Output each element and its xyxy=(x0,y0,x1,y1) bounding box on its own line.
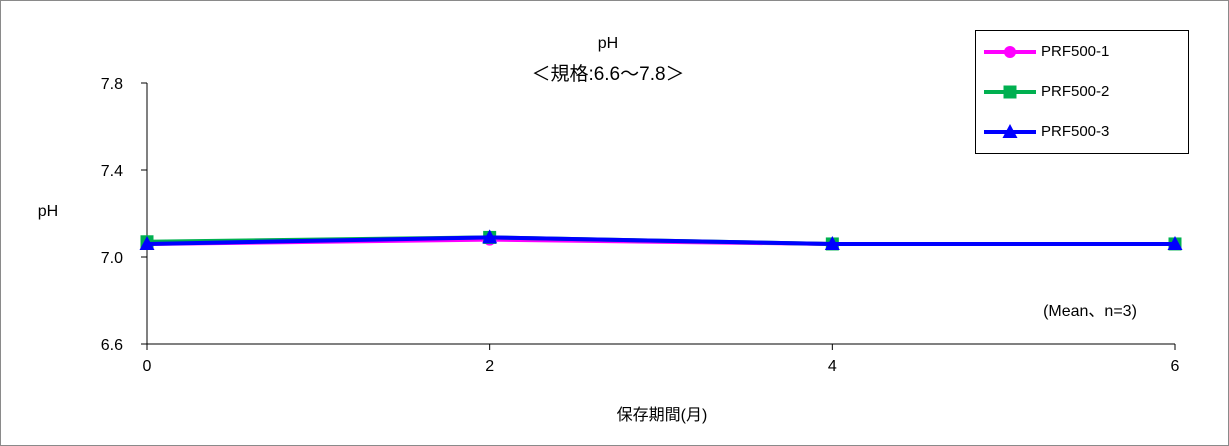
y-tick-label: 7.8 xyxy=(101,76,123,93)
legend-swatch-2 xyxy=(984,85,1036,99)
data-point-3 xyxy=(824,235,840,250)
legend-item-3: PRF500-3 xyxy=(976,120,1188,144)
legend-marker xyxy=(1002,124,1018,138)
x-axis-label: 保存期間(月) xyxy=(617,406,708,424)
x-tick-label: 2 xyxy=(485,358,494,375)
y-tick-label: 7.4 xyxy=(101,163,123,180)
y-tick-label: 7.0 xyxy=(101,250,123,267)
legend-label-3: PRF500-3 xyxy=(1041,123,1110,140)
series-line-3 xyxy=(146,235,1175,246)
legend-item-2: PRF500-2 xyxy=(976,80,1188,104)
plot-series xyxy=(139,229,1183,251)
legend-label-1: PRF500-1 xyxy=(1041,43,1110,60)
data-point-3 xyxy=(1167,235,1183,250)
chart-subtitle: ＜規格:6.6〜7.8＞ xyxy=(531,63,684,85)
x-tick-label: 4 xyxy=(828,358,837,375)
legend-marker xyxy=(1003,85,1017,99)
x-axis-ticks: 0 2 4 6 xyxy=(143,344,1180,375)
legend-marker xyxy=(1004,46,1016,58)
legend-item-1: PRF500-1 xyxy=(976,40,1188,64)
legend: PRF500-1 PRF500-2 PRF500-3 xyxy=(975,30,1189,154)
chart-title: pH xyxy=(598,35,618,52)
data-point-3 xyxy=(139,235,155,250)
y-axis-ticks: 6.6 7.0 7.4 7.8 xyxy=(101,76,147,354)
y-axis-label: pH xyxy=(38,203,58,220)
legend-swatch-1 xyxy=(984,46,1036,58)
y-tick-label: 6.6 xyxy=(101,337,123,354)
data-point-3 xyxy=(482,229,498,244)
chart-annotation: (Mean、n=3) xyxy=(1043,303,1137,320)
x-tick-label: 0 xyxy=(143,358,152,375)
legend-label-2: PRF500-2 xyxy=(1041,83,1110,100)
legend-swatch-3 xyxy=(984,124,1036,138)
x-tick-label: 6 xyxy=(1171,358,1180,375)
